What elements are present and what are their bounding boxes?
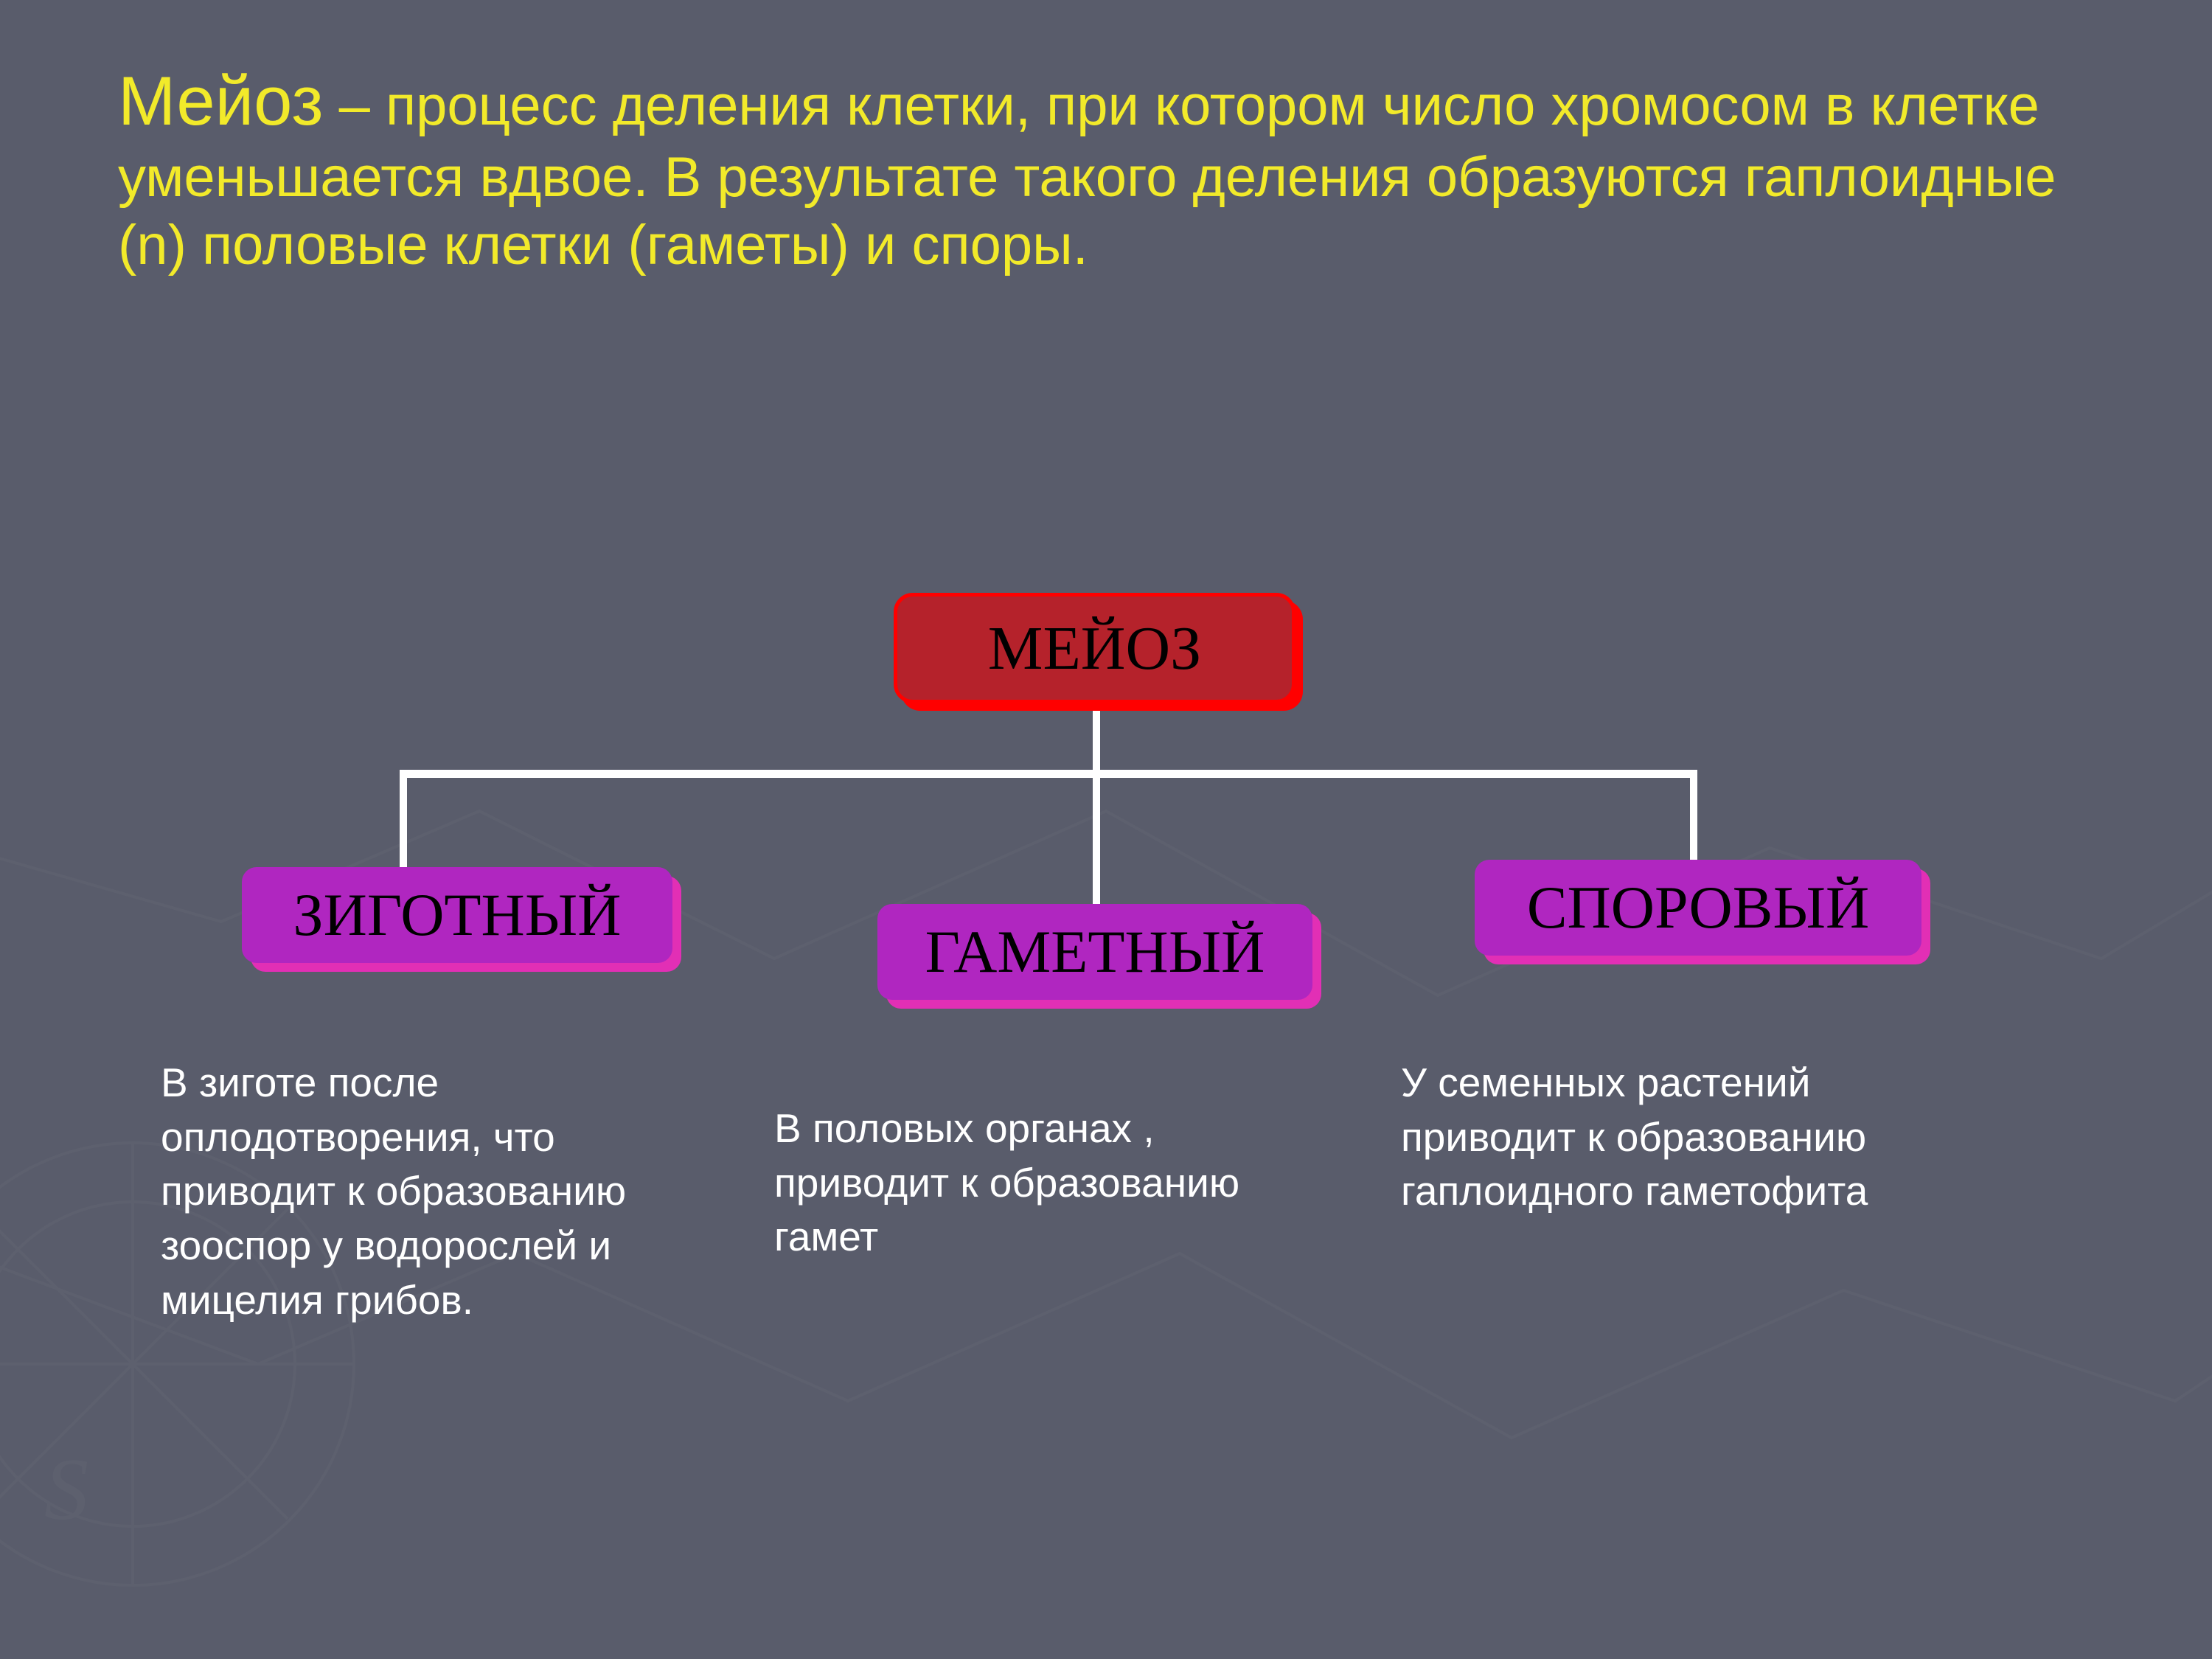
connector-drop-left [400,770,407,870]
title-keyword: Мейоз [118,62,323,139]
child-desc-sporic: У семенных растений приводит к образован… [1401,1056,1902,1219]
svg-text:S: S [44,1440,88,1538]
child-label-sporic: СПОРОВЫЙ [1527,873,1869,942]
connector-drop-right [1690,770,1697,863]
slide-title: Мейоз – процесс деления клетки, при кото… [118,59,2109,280]
child-node-zygotic: ЗИГОТНЫЙ [242,867,672,963]
connector-horizontal [400,770,1697,778]
child-desc-gametic: В половых органах , приводит к образован… [774,1102,1276,1265]
connector-drop-middle [1093,770,1100,907]
child-node-gametic: ГАМЕТНЫЙ [877,904,1312,1000]
connector-stem [1093,703,1100,770]
child-node-sporic: СПОРОВЫЙ [1475,860,1921,956]
root-node: МЕЙОЗ [894,593,1295,703]
child-label-zygotic: ЗИГОТНЫЙ [293,880,622,950]
title-rest: – процесс деления клетки, при котором чи… [118,74,2056,276]
child-desc-zygotic: В зиготе после оплодотворения, что приво… [161,1056,662,1327]
child-label-gametic: ГАМЕТНЫЙ [925,917,1265,987]
root-node-label: МЕЙОЗ [988,613,1201,684]
